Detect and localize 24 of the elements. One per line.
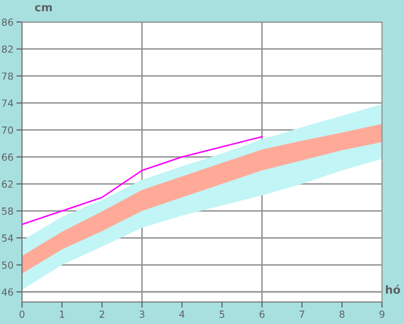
- y-tick-label: 86: [2, 18, 14, 26]
- x-tick-label: 7: [300, 310, 304, 318]
- x-tick-label: 5: [220, 310, 224, 318]
- x-tick-label: 3: [140, 310, 144, 318]
- y-axis-title: cm: [34, 5, 52, 12]
- x-tick-label: 6: [260, 310, 264, 318]
- y-tick-label: 78: [2, 72, 13, 80]
- x-tick-label: 0: [20, 310, 24, 318]
- x-tick-label: 2: [100, 310, 104, 318]
- y-tick-label: 62: [2, 180, 13, 188]
- x-axis-title: hó: [386, 284, 400, 294]
- x-tick-label: 1: [60, 310, 64, 318]
- y-tick-label: 70: [2, 126, 14, 134]
- y-tick-label: 74: [2, 100, 14, 107]
- y-tick-label: 46: [2, 288, 14, 296]
- line-series: [22, 136, 263, 226]
- y-tick-label: 66: [2, 153, 14, 161]
- x-tick-label: 8: [340, 310, 344, 318]
- y-tick-label: 58: [2, 207, 13, 215]
- x-tick-label: 4: [179, 310, 185, 318]
- y-tick-label: 50: [2, 261, 14, 269]
- y-tick-label: 54: [2, 234, 14, 242]
- y-tick-label: 82: [2, 45, 13, 53]
- x-tick-label: 9: [380, 310, 384, 318]
